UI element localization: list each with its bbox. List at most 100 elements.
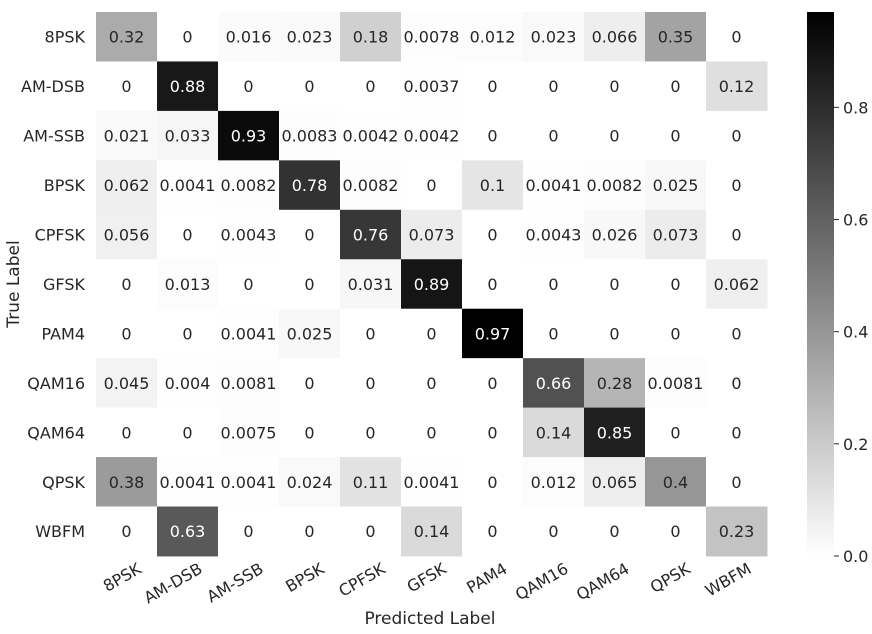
cell-value-label: 0.28	[597, 374, 633, 393]
heatmap-cell	[462, 160, 524, 211]
cell-value-label: 0	[121, 324, 131, 343]
heatmap-cell	[279, 110, 341, 161]
heatmap-cell	[462, 12, 524, 62]
heatmap-cell	[584, 407, 646, 458]
heatmap-cell	[96, 61, 158, 112]
cell-value-label: 0	[487, 127, 497, 146]
heatmap-cell	[96, 160, 158, 211]
heatmap-cell	[584, 110, 646, 161]
colorbar-tick-label: 0.6	[843, 211, 868, 230]
y-tick-label: BPSK	[44, 176, 86, 195]
heatmap-cell	[218, 61, 280, 112]
heatmap-cell	[706, 61, 768, 112]
heatmap-cell	[96, 209, 158, 260]
cell-value-label: 0	[731, 28, 741, 47]
cell-value-label: 0.031	[348, 275, 394, 294]
cell-value-label: 0	[426, 176, 436, 195]
heatmap-cell	[157, 61, 219, 112]
cell-value-label: 0	[121, 275, 131, 294]
cell-value-label: 0	[487, 226, 497, 245]
heatmap-cell	[584, 12, 646, 62]
cell-value-label: 0	[731, 226, 741, 245]
heatmap-cell	[218, 160, 280, 211]
heatmap-cell	[584, 61, 646, 112]
heatmap-cell	[523, 61, 585, 112]
heatmap-cell	[462, 61, 524, 112]
heatmap-cell	[340, 259, 402, 310]
heatmap-cell	[279, 308, 341, 359]
cell-value-label: 0.0081	[648, 374, 704, 393]
x-tick-label: PAM4	[463, 559, 510, 597]
heatmap-cell	[462, 259, 524, 310]
colorbar-tick-label: 0.4	[843, 323, 868, 342]
heatmap-cell	[279, 457, 341, 507]
heatmap-cell	[96, 110, 158, 161]
cell-value-label: 0.0043	[526, 226, 582, 245]
cell-value-label: 0	[548, 127, 558, 146]
heatmap-cell	[340, 160, 402, 211]
y-tick-label: AM-SSB	[23, 127, 85, 146]
heatmap-cell	[340, 209, 402, 260]
heatmap-cell	[645, 407, 707, 458]
heatmap-cell	[279, 407, 341, 458]
cell-value-label: 0	[548, 275, 558, 294]
heatmap-cell	[401, 110, 463, 161]
heatmap-cell	[523, 457, 585, 507]
heatmap-cell	[279, 259, 341, 310]
cell-value-label: 0.32	[109, 28, 145, 47]
cell-value-label: 0.073	[653, 226, 699, 245]
cell-value-label: 0.0043	[221, 226, 277, 245]
heatmap-cell	[96, 407, 158, 458]
heatmap-cell	[462, 506, 524, 557]
colorbar-tick-label: 0.8	[843, 98, 868, 117]
x-tick-label: QPSK	[647, 559, 694, 597]
heatmap-cell	[645, 160, 707, 211]
cell-value-label: 0	[731, 176, 741, 195]
heatmap-cell	[279, 61, 341, 112]
heatmap-cell	[218, 358, 280, 409]
cell-value-label: 0.23	[719, 522, 755, 541]
cell-value-label: 0	[487, 473, 497, 492]
cell-value-label: 0.0082	[587, 176, 643, 195]
y-tick-label: QPSK	[42, 473, 85, 492]
colorbar-ticks: 0.0 0.2 0.4 0.6 0.8	[834, 98, 868, 566]
cell-value-label: 0	[548, 522, 558, 541]
heatmap-cell	[279, 358, 341, 409]
cell-value-label: 0.18	[353, 28, 389, 47]
heatmap-cell	[584, 209, 646, 260]
cell-value-label: 0.0041	[221, 324, 277, 343]
cell-value-label: 0	[426, 324, 436, 343]
cell-value-label: 0	[670, 324, 680, 343]
heatmap-cell	[401, 457, 463, 507]
cell-value-label: 0.033	[165, 127, 211, 146]
cell-value-label: 0	[670, 127, 680, 146]
cell-value-label: 0.045	[104, 374, 150, 393]
cell-value-label: 0.021	[104, 127, 150, 146]
heatmap-cell	[340, 12, 402, 62]
cell-value-label: 0.023	[531, 28, 577, 47]
heatmap-cell	[706, 209, 768, 260]
heatmap-cell	[706, 358, 768, 409]
heatmap-cell	[706, 259, 768, 310]
heatmap-cell	[462, 457, 524, 507]
heatmap-cell	[218, 457, 280, 507]
heatmap-cell	[96, 12, 158, 62]
cell-value-label: 0	[304, 226, 314, 245]
cell-value-label: 0	[365, 522, 375, 541]
heatmap-cell	[157, 160, 219, 211]
heatmap-cell	[96, 457, 158, 507]
cell-value-label: 0.88	[170, 77, 206, 96]
cell-value-label: 0.12	[719, 77, 755, 96]
x-tick-label: QAM16	[512, 559, 571, 604]
cell-value-label: 0	[121, 522, 131, 541]
heatmap-cell	[584, 308, 646, 359]
cell-value-label: 0.0081	[221, 374, 277, 393]
heatmap-cell	[401, 61, 463, 112]
cell-value-label: 0.013	[165, 275, 211, 294]
cell-value-label: 0.76	[353, 226, 389, 245]
cell-value-label: 0.0083	[282, 127, 338, 146]
x-tick-label: BPSK	[282, 559, 328, 596]
cell-value-label: 0	[487, 522, 497, 541]
y-tick-label: 8PSK	[45, 28, 86, 47]
y-tick-label: GFSK	[43, 275, 85, 294]
